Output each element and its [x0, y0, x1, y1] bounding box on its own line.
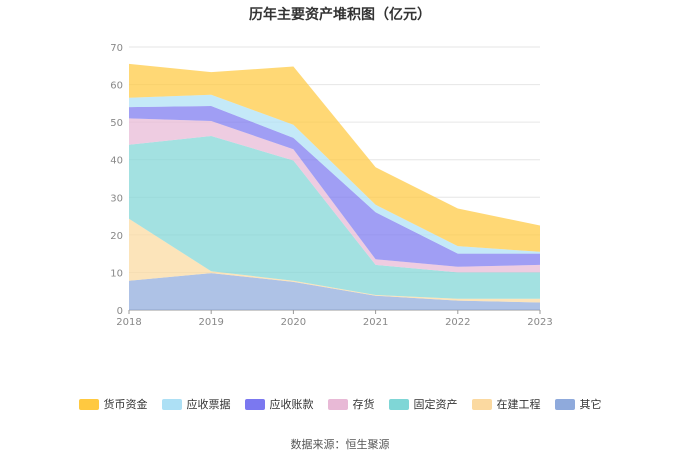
legend-item[interactable]: 存货	[327, 396, 375, 412]
x-tick-label: 2021	[363, 317, 388, 328]
legend-item[interactable]: 应收账款	[244, 396, 314, 412]
area-货币资金	[129, 63, 540, 252]
area-其它	[129, 273, 540, 310]
x-tick-label: 2022	[445, 317, 470, 328]
legend-item[interactable]: 固定资产	[388, 396, 458, 412]
legend-swatch	[78, 398, 99, 410]
x-tick-label: 2019	[198, 317, 223, 328]
area-应收账款	[129, 105, 540, 267]
legend-label: 固定资产	[413, 398, 458, 411]
legend-label: 存货	[352, 398, 375, 411]
y-tick-label: 40	[110, 156, 123, 167]
legend-swatch	[244, 398, 265, 410]
area-存货	[129, 118, 540, 273]
area-固定资产	[129, 136, 540, 299]
source-note: 数据来源：恒生聚源	[290, 438, 390, 451]
legend-label: 应收票据	[186, 398, 231, 411]
legend-item[interactable]: 货币资金	[78, 396, 148, 412]
legend-item[interactable]: 应收票据	[161, 396, 231, 412]
legend-label: 货币资金	[103, 398, 148, 411]
x-tick-label: 2023	[527, 317, 552, 328]
legend-swatch	[161, 398, 182, 410]
chart-title: 历年主要资产堆积图（亿元）	[249, 7, 431, 23]
y-tick-label: 0	[117, 306, 123, 317]
legend-swatch	[388, 398, 409, 410]
legend-label: 其它	[579, 398, 602, 411]
y-tick-label: 30	[110, 193, 123, 204]
legend-swatch	[554, 398, 575, 410]
area-应收票据	[129, 94, 540, 254]
y-tick-label: 50	[110, 118, 123, 129]
x-tick-label: 2020	[281, 317, 306, 328]
legend-item[interactable]: 其它	[554, 396, 602, 412]
legend-label: 应收账款	[269, 398, 314, 411]
x-tick-label: 2018	[116, 317, 141, 328]
y-tick-label: 20	[110, 231, 123, 242]
y-tick-label: 10	[110, 268, 123, 279]
y-tick-label: 60	[110, 81, 123, 92]
axes: 0 10 20 30 40 50 60 70 2018 2019 2020 2021 2022 2023	[110, 43, 552, 328]
legend-label: 在建工程	[496, 398, 541, 411]
legend: 货币资金 应收票据 应收账款 存货 固定资产 在建工程 其它	[0, 396, 680, 412]
legend-swatch	[327, 398, 348, 410]
area-series	[129, 63, 540, 310]
legend-item[interactable]: 在建工程	[471, 396, 541, 412]
y-tick-label: 70	[110, 43, 123, 54]
legend-swatch	[471, 398, 492, 410]
